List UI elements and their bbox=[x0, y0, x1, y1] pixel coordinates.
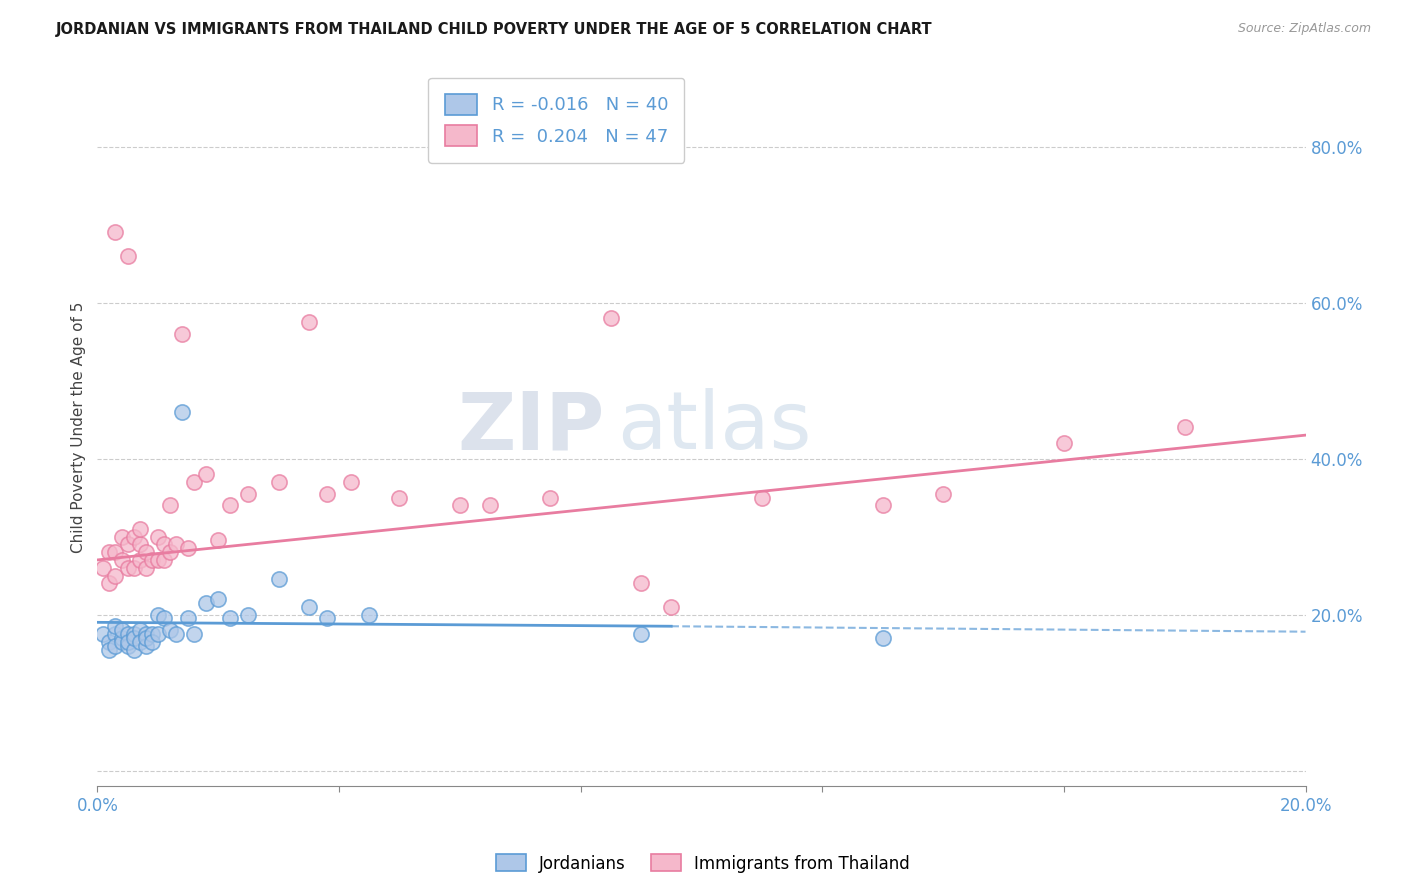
Point bbox=[141, 627, 163, 641]
Point bbox=[135, 560, 157, 574]
Point bbox=[316, 486, 339, 500]
Point bbox=[110, 635, 132, 649]
Point bbox=[135, 631, 157, 645]
Point bbox=[117, 537, 139, 551]
Point bbox=[316, 611, 339, 625]
Point bbox=[165, 627, 187, 641]
Point bbox=[219, 611, 242, 625]
Point bbox=[98, 545, 121, 559]
Point bbox=[388, 491, 411, 505]
Point bbox=[104, 619, 127, 633]
Point bbox=[298, 599, 321, 614]
Legend: R = -0.016   N = 40, R =  0.204   N = 47: R = -0.016 N = 40, R = 0.204 N = 47 bbox=[429, 78, 685, 162]
Point bbox=[104, 545, 127, 559]
Point bbox=[267, 475, 290, 489]
Point bbox=[122, 560, 145, 574]
Text: ZIP: ZIP bbox=[457, 388, 605, 467]
Point bbox=[195, 467, 218, 482]
Point bbox=[146, 607, 169, 622]
Point bbox=[872, 499, 894, 513]
Point bbox=[110, 553, 132, 567]
Point bbox=[104, 627, 127, 641]
Point bbox=[141, 635, 163, 649]
Point bbox=[1174, 420, 1197, 434]
Point bbox=[449, 499, 471, 513]
Text: atlas: atlas bbox=[617, 388, 811, 467]
Legend: Jordanians, Immigrants from Thailand: Jordanians, Immigrants from Thailand bbox=[489, 847, 917, 880]
Y-axis label: Child Poverty Under the Age of 5: Child Poverty Under the Age of 5 bbox=[72, 301, 86, 553]
Point bbox=[122, 631, 145, 645]
Point bbox=[207, 591, 229, 606]
Point bbox=[207, 533, 229, 548]
Point bbox=[183, 475, 205, 489]
Point bbox=[238, 486, 260, 500]
Point bbox=[183, 627, 205, 641]
Point bbox=[117, 639, 139, 653]
Point bbox=[122, 627, 145, 641]
Point bbox=[135, 545, 157, 559]
Text: Source: ZipAtlas.com: Source: ZipAtlas.com bbox=[1237, 22, 1371, 36]
Point bbox=[165, 537, 187, 551]
Point bbox=[104, 568, 127, 582]
Point bbox=[177, 541, 200, 556]
Point bbox=[177, 611, 200, 625]
Point bbox=[110, 623, 132, 637]
Point bbox=[153, 553, 176, 567]
Point bbox=[599, 311, 621, 326]
Point bbox=[170, 326, 193, 341]
Point bbox=[117, 249, 139, 263]
Point bbox=[932, 486, 955, 500]
Point bbox=[93, 627, 115, 641]
Point bbox=[1053, 436, 1076, 450]
Point bbox=[872, 631, 894, 645]
Point bbox=[128, 522, 150, 536]
Point bbox=[159, 623, 181, 637]
Point bbox=[630, 576, 652, 591]
Point bbox=[128, 635, 150, 649]
Point bbox=[110, 631, 132, 645]
Point bbox=[538, 491, 561, 505]
Point bbox=[128, 553, 150, 567]
Point bbox=[128, 623, 150, 637]
Point bbox=[153, 537, 176, 551]
Point bbox=[153, 611, 176, 625]
Point bbox=[195, 596, 218, 610]
Point bbox=[630, 627, 652, 641]
Point bbox=[479, 499, 502, 513]
Point bbox=[751, 491, 773, 505]
Point bbox=[659, 599, 682, 614]
Point bbox=[122, 529, 145, 543]
Point bbox=[135, 627, 157, 641]
Point bbox=[104, 225, 127, 239]
Point bbox=[122, 642, 145, 657]
Point bbox=[146, 529, 169, 543]
Point bbox=[170, 405, 193, 419]
Point bbox=[93, 560, 115, 574]
Point bbox=[117, 627, 139, 641]
Point bbox=[159, 545, 181, 559]
Point bbox=[219, 499, 242, 513]
Point bbox=[117, 560, 139, 574]
Point bbox=[146, 553, 169, 567]
Point bbox=[359, 607, 381, 622]
Point bbox=[267, 573, 290, 587]
Point bbox=[128, 537, 150, 551]
Text: JORDANIAN VS IMMIGRANTS FROM THAILAND CHILD POVERTY UNDER THE AGE OF 5 CORRELATI: JORDANIAN VS IMMIGRANTS FROM THAILAND CH… bbox=[56, 22, 932, 37]
Point bbox=[238, 607, 260, 622]
Point bbox=[98, 642, 121, 657]
Point bbox=[98, 576, 121, 591]
Point bbox=[141, 553, 163, 567]
Point bbox=[98, 635, 121, 649]
Point bbox=[110, 529, 132, 543]
Point bbox=[159, 499, 181, 513]
Point bbox=[298, 315, 321, 329]
Point bbox=[104, 639, 127, 653]
Point bbox=[135, 639, 157, 653]
Point bbox=[117, 635, 139, 649]
Point bbox=[146, 627, 169, 641]
Point bbox=[340, 475, 363, 489]
